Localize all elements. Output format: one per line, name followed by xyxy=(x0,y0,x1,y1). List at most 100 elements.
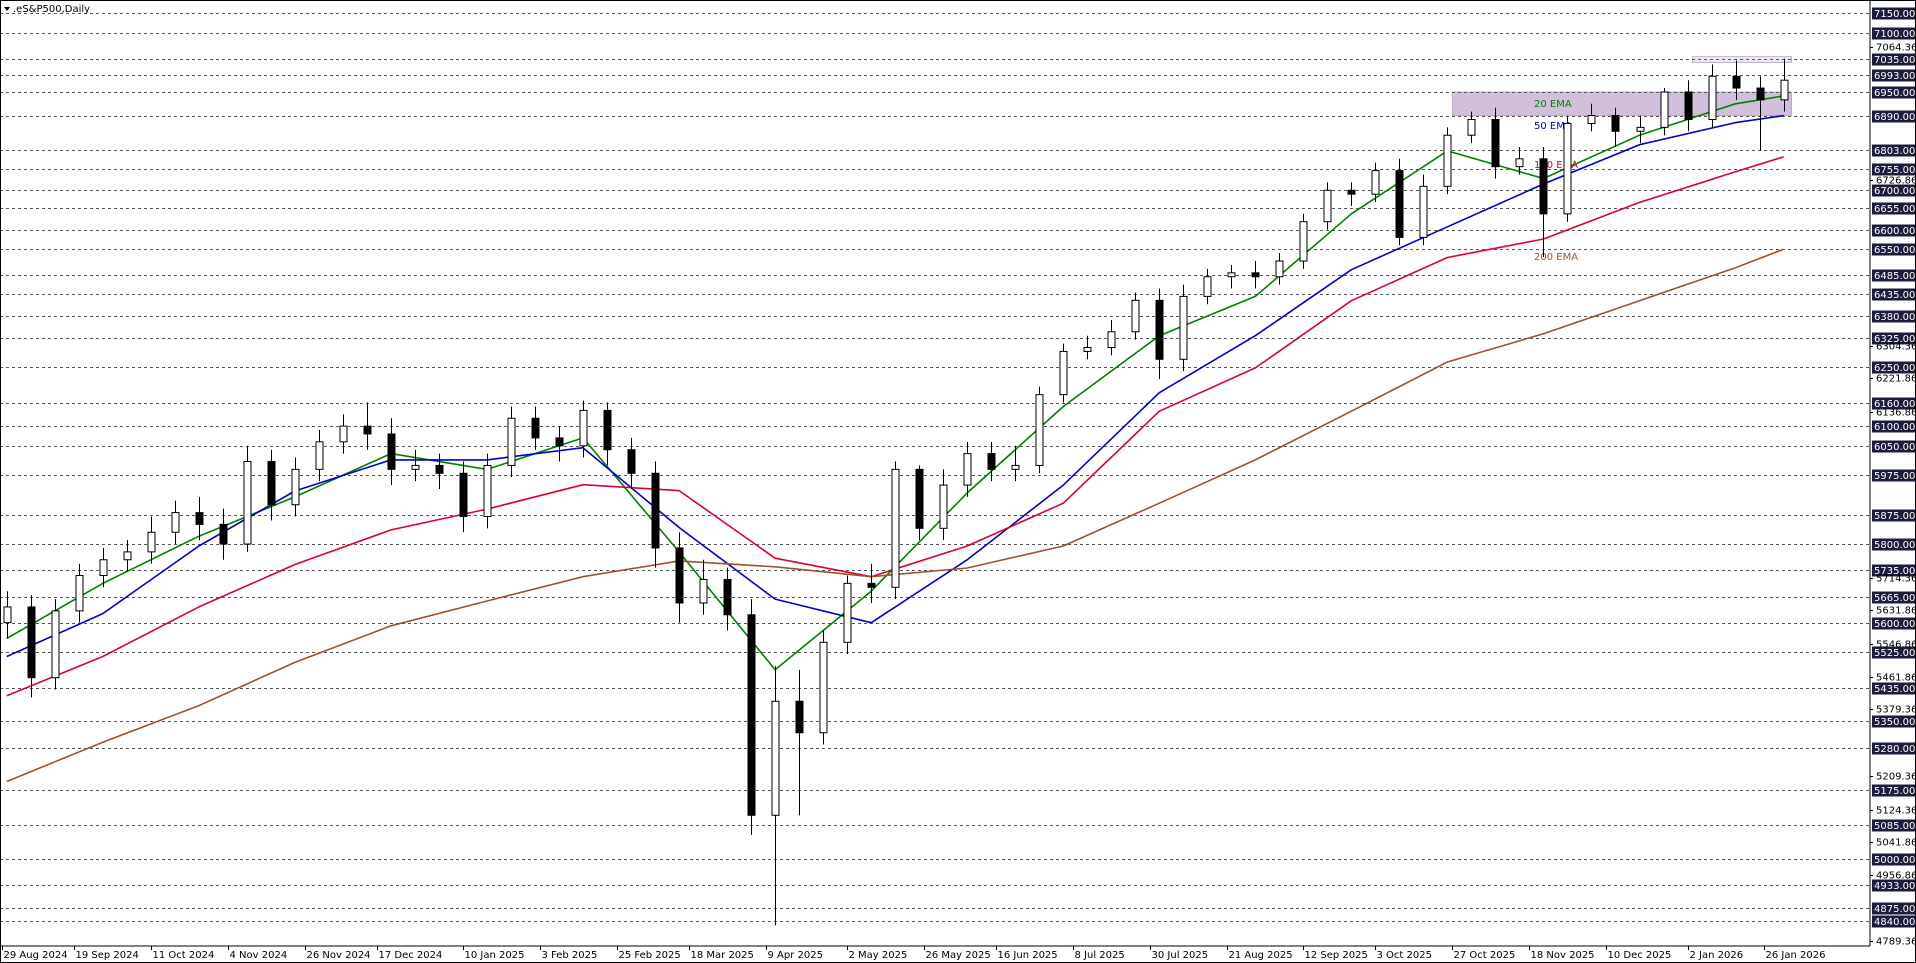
candle-body xyxy=(1467,119,1476,136)
candle-body xyxy=(1780,79,1789,101)
x-tick-label: 26 May 2025 xyxy=(926,950,991,961)
candle-body xyxy=(1155,299,1164,360)
x-tick-label: 12 Sep 2025 xyxy=(1305,950,1368,961)
candle-body xyxy=(1227,272,1236,278)
x-tick-label: 11 Oct 2024 xyxy=(153,950,215,961)
y-tick-label: 6726.86 xyxy=(1876,176,1916,187)
candles xyxy=(3,58,1789,926)
level-label: 5665.00 xyxy=(1874,593,1915,604)
ema-line xyxy=(6,156,1784,697)
level-label-box xyxy=(1872,784,1915,797)
candle-body xyxy=(363,425,372,435)
level-label: 6325.00 xyxy=(1874,334,1915,345)
candle-body xyxy=(315,441,324,470)
candle-body xyxy=(435,464,444,474)
candle-body xyxy=(1179,295,1188,360)
candle-body xyxy=(387,433,396,470)
level-label-box xyxy=(1872,682,1915,695)
level-label-box xyxy=(1872,310,1915,323)
candle-body xyxy=(1660,91,1669,128)
candle-body xyxy=(411,464,420,470)
level-label: 5875.00 xyxy=(1874,511,1915,522)
level-label-box xyxy=(1872,361,1915,374)
candle-body xyxy=(171,512,180,533)
level-label: 7150.00 xyxy=(1874,9,1915,20)
level-label-box xyxy=(1872,202,1915,215)
x-tick-label: 3 Feb 2025 xyxy=(542,950,598,961)
candle-body xyxy=(1323,189,1332,223)
level-label: 6485.00 xyxy=(1874,271,1915,282)
level-label: 6700.00 xyxy=(1874,186,1915,197)
level-label-box xyxy=(1872,902,1915,915)
level-label: 5175.00 xyxy=(1874,786,1915,797)
candle-body xyxy=(675,547,684,604)
x-tick-label: 4 Nov 2024 xyxy=(230,950,288,961)
x-tick-label: 10 Jan 2025 xyxy=(465,950,525,961)
candle-body xyxy=(531,417,540,439)
zone xyxy=(1451,91,1792,116)
level-label-box xyxy=(1872,163,1915,176)
candle-body xyxy=(915,468,924,529)
candle-body xyxy=(1035,394,1044,466)
level-label: 5435.00 xyxy=(1874,684,1915,695)
level-label: 4933.00 xyxy=(1874,881,1915,892)
candle-body xyxy=(867,582,876,588)
level-label: 7100.00 xyxy=(1874,29,1915,40)
candle-body xyxy=(1563,122,1572,215)
candle-body xyxy=(1539,158,1548,215)
level-label-box xyxy=(1872,27,1915,40)
candle-body xyxy=(1732,75,1741,89)
level-label-box xyxy=(1872,819,1915,832)
y-tick-label: 5379.36 xyxy=(1876,705,1916,716)
y-tick-label: 5124.36 xyxy=(1876,806,1916,817)
y-tick-label: 5714.36 xyxy=(1876,574,1916,585)
candle-body xyxy=(699,578,708,604)
candle-body xyxy=(771,700,780,816)
x-tick-label: 21 Aug 2025 xyxy=(1229,950,1293,961)
candle-body xyxy=(27,606,36,679)
menu-icon[interactable] xyxy=(4,7,10,11)
candle-body xyxy=(603,409,612,451)
x-tick-label: 18 Mar 2025 xyxy=(691,950,754,961)
candle-body xyxy=(891,468,900,588)
candle-body xyxy=(1059,350,1068,396)
candle-body xyxy=(1011,464,1020,470)
level-label-box xyxy=(1872,509,1915,522)
chart-title: .eS&P500,Daily xyxy=(13,4,90,15)
y-tick-label: 7064.36 xyxy=(1876,43,1916,54)
level-label-box xyxy=(1872,288,1915,301)
level-label-box xyxy=(1872,591,1915,604)
candle-body xyxy=(267,460,276,506)
candle-body xyxy=(651,472,660,549)
candle-body xyxy=(99,559,108,576)
x-tick-label: 30 Jul 2025 xyxy=(1152,950,1209,961)
level-label: 6993.00 xyxy=(1874,71,1915,82)
candle-body xyxy=(723,578,732,616)
level-label: 6380.00 xyxy=(1874,312,1915,323)
y-tick-label: 6304.36 xyxy=(1876,342,1916,353)
x-tick-label: 2 May 2025 xyxy=(849,950,908,961)
x-tick-label: 27 Oct 2025 xyxy=(1454,950,1516,961)
candle-body xyxy=(1515,158,1524,168)
candle-body xyxy=(1203,276,1212,297)
y-tick-label: 5546.86 xyxy=(1876,640,1916,651)
y-tick-label: 6221.86 xyxy=(1876,374,1916,385)
level-label-box xyxy=(1872,853,1915,866)
level-label-box xyxy=(1872,144,1915,157)
level-label-box xyxy=(1872,742,1915,755)
level-label: 5280.00 xyxy=(1874,744,1915,755)
x-tick-label: 3 Oct 2025 xyxy=(1377,950,1432,961)
level-label: 6655.00 xyxy=(1874,204,1915,215)
level-label-box xyxy=(1872,564,1915,577)
level-label-box xyxy=(1872,715,1915,728)
level-label: 5525.00 xyxy=(1874,648,1915,659)
ema-line xyxy=(6,95,1784,671)
candle-body xyxy=(75,574,84,612)
level-label: 5000.00 xyxy=(1874,855,1915,866)
level-label: 5975.00 xyxy=(1874,471,1915,482)
level-label: 6890.00 xyxy=(1874,112,1915,123)
candle-body xyxy=(147,531,156,553)
level-label-box xyxy=(1872,110,1915,123)
